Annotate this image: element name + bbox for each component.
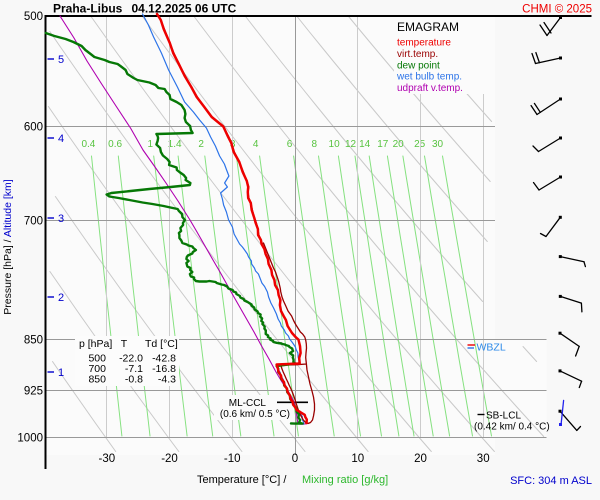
svg-text:-0.8: -0.8 <box>125 374 143 386</box>
svg-text:Praha-Libus: Praha-Libus <box>53 2 123 16</box>
svg-text:-16.8: -16.8 <box>152 363 176 375</box>
svg-text:2: 2 <box>198 139 204 150</box>
svg-text:virt.temp.: virt.temp. <box>397 49 438 60</box>
svg-text:30: 30 <box>432 139 444 150</box>
svg-text:04.12.2025 06 UTC: 04.12.2025 06 UTC <box>132 2 237 16</box>
svg-text:ML-CCL: ML-CCL <box>229 398 267 409</box>
svg-text:T: T <box>121 338 128 350</box>
svg-text:20: 20 <box>393 139 405 150</box>
svg-text:SB-LCL: SB-LCL <box>486 411 521 422</box>
svg-text:850: 850 <box>88 374 106 386</box>
svg-text:p [hPa]: p [hPa] <box>79 338 112 350</box>
svg-text:udpraft v.temp.: udpraft v.temp. <box>397 83 463 94</box>
svg-text:10: 10 <box>329 139 341 150</box>
svg-text:0: 0 <box>292 453 298 465</box>
svg-text:700: 700 <box>88 363 106 375</box>
svg-text:500: 500 <box>24 11 43 23</box>
svg-text:4: 4 <box>253 139 259 150</box>
svg-text:0.4: 0.4 <box>81 139 95 150</box>
svg-text:17: 17 <box>377 139 389 150</box>
svg-text:SFC: 304 m ASL: SFC: 304 m ASL <box>510 475 592 487</box>
svg-text:20: 20 <box>414 453 427 465</box>
svg-text:1: 1 <box>148 139 154 150</box>
svg-text:30: 30 <box>477 453 490 465</box>
svg-text:2: 2 <box>58 292 64 304</box>
svg-text:Td [°C]: Td [°C] <box>145 338 178 350</box>
svg-text:12: 12 <box>345 139 357 150</box>
svg-text:WBZL: WBZL <box>477 342 506 354</box>
svg-text:5: 5 <box>58 54 64 66</box>
svg-text:dew point: dew point <box>397 60 440 71</box>
svg-text:4: 4 <box>58 133 64 145</box>
svg-text:-7.1: -7.1 <box>125 363 143 375</box>
svg-text:-30: -30 <box>98 453 115 465</box>
svg-text:Temperature [°C] /Mixing rati: Temperature [°C] / Mixing ratio [g/kg] <box>197 474 388 486</box>
svg-text:(0.6 km/ 0.5 °C): (0.6 km/ 0.5 °C) <box>220 409 290 420</box>
svg-text:25: 25 <box>414 139 426 150</box>
svg-text:1: 1 <box>58 367 64 379</box>
svg-text:850: 850 <box>24 335 43 347</box>
svg-text:EMAGRAM: EMAGRAM <box>397 20 459 34</box>
svg-text:-4.3: -4.3 <box>158 374 176 386</box>
svg-text:(0.42 km/ 0.4 °C): (0.42 km/ 0.4 °C) <box>474 422 550 433</box>
svg-text:6: 6 <box>287 139 293 150</box>
svg-text:10: 10 <box>351 453 364 465</box>
svg-text:wet bulb temp.: wet bulb temp. <box>396 72 462 83</box>
svg-text:-20: -20 <box>161 453 178 465</box>
svg-text:600: 600 <box>24 122 43 134</box>
svg-text:temperature: temperature <box>397 38 451 49</box>
svg-text:Pressure [hPa] / Altitude [k: Pressure [hPa] / Altitude [km] <box>2 179 14 314</box>
svg-text:CHMI © 2025: CHMI © 2025 <box>522 4 592 16</box>
svg-text:925: 925 <box>24 386 43 398</box>
svg-text:14: 14 <box>359 139 371 150</box>
svg-text:-10: -10 <box>224 453 241 465</box>
svg-text:0.6: 0.6 <box>108 139 122 150</box>
svg-text:-42.8: -42.8 <box>152 353 176 365</box>
svg-text:3: 3 <box>58 213 64 225</box>
svg-text:500: 500 <box>88 353 106 365</box>
svg-text:700: 700 <box>24 216 43 228</box>
svg-text:8: 8 <box>312 139 318 150</box>
svg-text:1000: 1000 <box>17 433 43 445</box>
svg-text:-22.0: -22.0 <box>119 353 143 365</box>
svg-text:1.4: 1.4 <box>168 139 182 150</box>
